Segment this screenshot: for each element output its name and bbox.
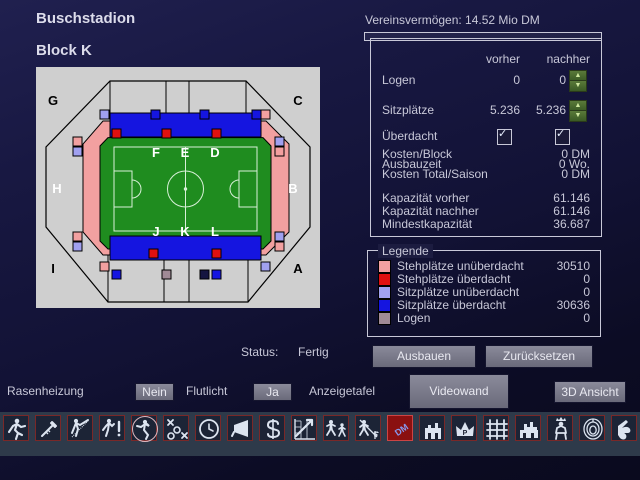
svg-text:C: C	[293, 93, 303, 108]
svg-text:D: D	[210, 145, 219, 160]
svg-text:B: B	[288, 181, 297, 196]
svg-text:J: J	[152, 224, 159, 239]
svg-text:K: K	[180, 224, 190, 239]
svg-text:F: F	[152, 145, 160, 160]
svg-text:E: E	[181, 145, 190, 160]
svg-text:L: L	[211, 224, 219, 239]
svg-text:I: I	[51, 261, 55, 276]
svg-text:H: H	[52, 181, 61, 196]
svg-text:A: A	[293, 261, 303, 276]
svg-text:G: G	[48, 93, 58, 108]
svg-text:P: P	[463, 430, 468, 437]
svg-text:DM: DM	[393, 422, 410, 438]
